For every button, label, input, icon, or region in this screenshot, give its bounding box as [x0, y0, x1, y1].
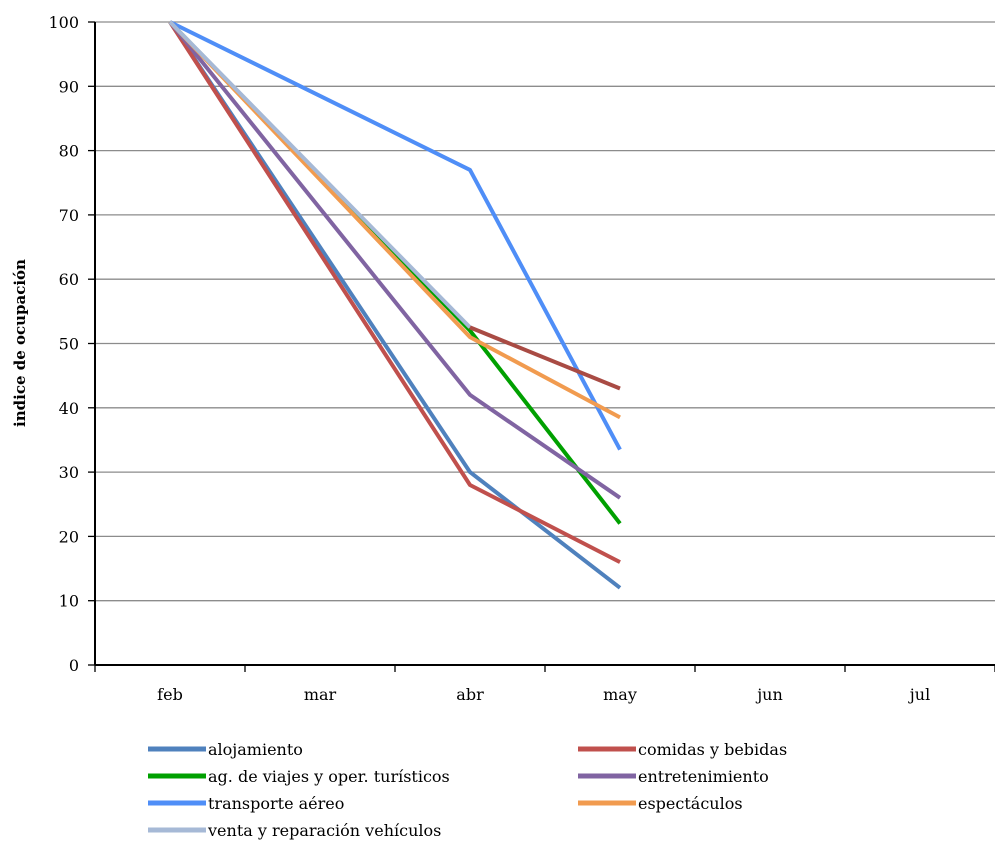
y-tick-label: 10 — [59, 592, 79, 611]
y-tick-label: 90 — [59, 77, 79, 96]
legend-label: ag. de viajes y oper. turísticos — [208, 767, 450, 786]
series-lines — [168, 20, 622, 590]
x-tick-label: abr — [456, 685, 484, 704]
x-tick-label: feb — [157, 685, 183, 704]
y-tick-label: 60 — [59, 270, 79, 289]
legend-label: entretenimiento — [638, 767, 769, 786]
y-tick-label: 70 — [59, 206, 79, 225]
legend-label: espectáculos — [638, 794, 743, 813]
x-tick-label: mar — [304, 685, 337, 704]
legend-label: alojamiento — [208, 740, 303, 759]
y-tick-label: 30 — [59, 463, 79, 482]
series-line-8 — [469, 325, 621, 391]
y-axis-label: indice de ocupación — [11, 259, 29, 427]
y-tick-labels: 0 10 20 30 40 50 60 70 80 90 100 — [48, 13, 95, 675]
y-tick-label: 100 — [48, 13, 79, 32]
series-line-7 — [168, 20, 472, 329]
legend-label: venta y reparación vehículos — [207, 821, 441, 840]
x-tick-label: may — [603, 685, 637, 704]
series-line-5 — [169, 20, 622, 451]
series-line-1 — [168, 20, 622, 590]
y-tick-label: 80 — [59, 142, 79, 161]
series-line-4 — [168, 20, 622, 500]
gridlines — [95, 21, 995, 602]
x-tick-label: jun — [755, 685, 783, 704]
series-line-6 — [168, 20, 621, 420]
y-tick-label: 40 — [59, 399, 79, 418]
series-line-2 — [168, 20, 621, 564]
legend: alojamiento comidas y bebidas ag. de viaje… — [148, 740, 787, 840]
legend-label: transporte aéreo — [208, 794, 344, 813]
y-tick-label: 0 — [69, 656, 79, 675]
series-line-3 — [168, 20, 622, 525]
axes — [94, 22, 995, 672]
x-tick-label: jul — [908, 685, 930, 704]
legend-label: comidas y bebidas — [638, 740, 787, 759]
y-tick-label: 50 — [59, 335, 79, 354]
y-tick-label: 20 — [59, 527, 79, 546]
x-tick-labels: feb mar abr may jun jul — [157, 685, 930, 704]
